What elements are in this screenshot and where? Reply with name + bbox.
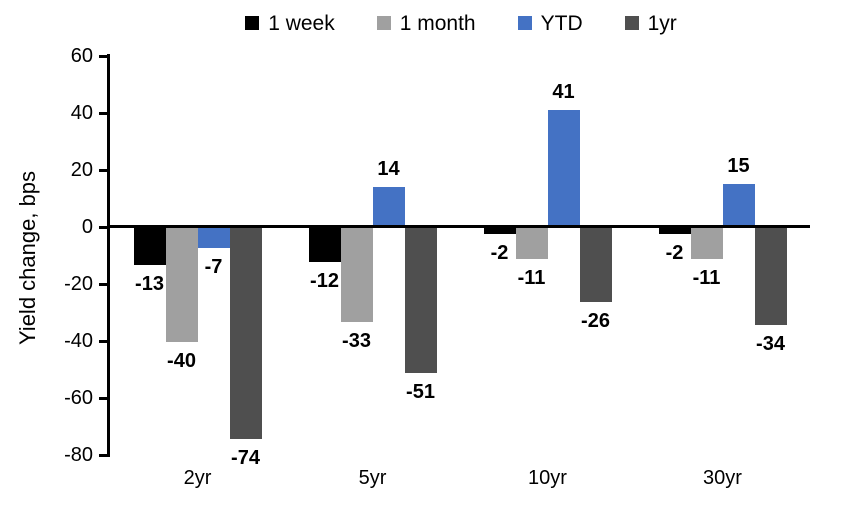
bar-value-label: -11 xyxy=(517,267,546,289)
y-tick-mark xyxy=(99,396,107,400)
bar-1-week-30yr xyxy=(658,228,691,234)
y-tick-label: 0 xyxy=(81,216,93,238)
y-tick-mark xyxy=(99,225,107,229)
y-tick-mark xyxy=(99,111,107,115)
y-tick-mark xyxy=(99,282,107,286)
legend-item-1-month: 1 month xyxy=(376,11,476,35)
y-tick-label: -40 xyxy=(64,330,93,352)
legend-label: 1 week xyxy=(268,11,335,35)
legend-label: YTD xyxy=(540,11,583,35)
bar-value-label: -40 xyxy=(167,350,196,372)
bar-1-month-10yr xyxy=(515,228,548,259)
bar-value-label: -34 xyxy=(756,333,785,355)
bar-value-label: -11 xyxy=(692,267,721,289)
y-tick-label: 60 xyxy=(70,45,93,67)
y-tick-mark xyxy=(99,339,107,343)
bar-1yr-10yr xyxy=(579,228,612,302)
bar-value-label: 14 xyxy=(377,158,400,180)
legend-label: 1 month xyxy=(399,11,476,35)
bar-value-label: 15 xyxy=(727,155,750,177)
x-category-label: 10yr xyxy=(528,467,567,489)
x-category-label: 5yr xyxy=(358,467,387,489)
y-axis-line xyxy=(107,54,110,457)
bar-1-month-2yr xyxy=(165,228,198,342)
x-axis-line xyxy=(107,225,810,228)
bar-1yr-2yr xyxy=(229,228,262,439)
chart-legend: 1 week 1 month YTD 1yr xyxy=(110,8,812,38)
bar-value-label: -2 xyxy=(490,242,509,264)
bar-YTD-5yr xyxy=(372,187,405,227)
y-tick-mark xyxy=(99,168,107,172)
legend-label: 1yr xyxy=(647,11,677,35)
y-tick-label: -80 xyxy=(64,444,93,466)
bar-value-label: -2 xyxy=(665,242,684,264)
legend-swatch-icon xyxy=(517,16,532,30)
y-tick-mark xyxy=(99,54,107,58)
x-category-label: 30yr xyxy=(703,467,742,489)
legend-item-YTD: YTD xyxy=(517,11,583,35)
legend-swatch-icon xyxy=(245,16,260,30)
bar-value-label: -13 xyxy=(135,273,164,295)
bar-YTD-2yr xyxy=(197,228,230,248)
bar-1-week-2yr xyxy=(133,228,166,265)
y-tick-label: 40 xyxy=(70,102,93,124)
bar-1yr-5yr xyxy=(404,228,437,373)
bar-1yr-30yr xyxy=(754,228,787,325)
legend-item-1-week: 1 week xyxy=(245,13,335,34)
y-tick-label: -20 xyxy=(64,273,93,295)
bar-1-week-5yr xyxy=(308,228,341,262)
legend-swatch-icon xyxy=(624,16,639,30)
bar-value-label: -7 xyxy=(204,256,223,278)
bar-1-week-10yr xyxy=(483,228,516,234)
bar-value-label: -33 xyxy=(342,330,371,352)
y-tick-label: 20 xyxy=(70,159,93,181)
legend-swatch-icon xyxy=(376,16,391,30)
x-category-label: 2yr xyxy=(183,467,212,489)
y-tick-mark xyxy=(99,453,107,457)
bar-value-label: -51 xyxy=(406,381,435,403)
bar-value-label: -74 xyxy=(231,447,260,469)
bar-YTD-10yr xyxy=(547,110,580,227)
bar-YTD-30yr xyxy=(722,184,755,227)
bar-value-label: -12 xyxy=(310,270,339,292)
bar-value-label: -26 xyxy=(581,310,610,332)
legend-item-1yr: 1yr xyxy=(624,11,677,35)
y-tick-label: -60 xyxy=(64,387,93,409)
bar-1-month-30yr xyxy=(690,228,723,259)
bar-value-label: 41 xyxy=(552,81,575,103)
bar-1-month-5yr xyxy=(340,228,373,322)
